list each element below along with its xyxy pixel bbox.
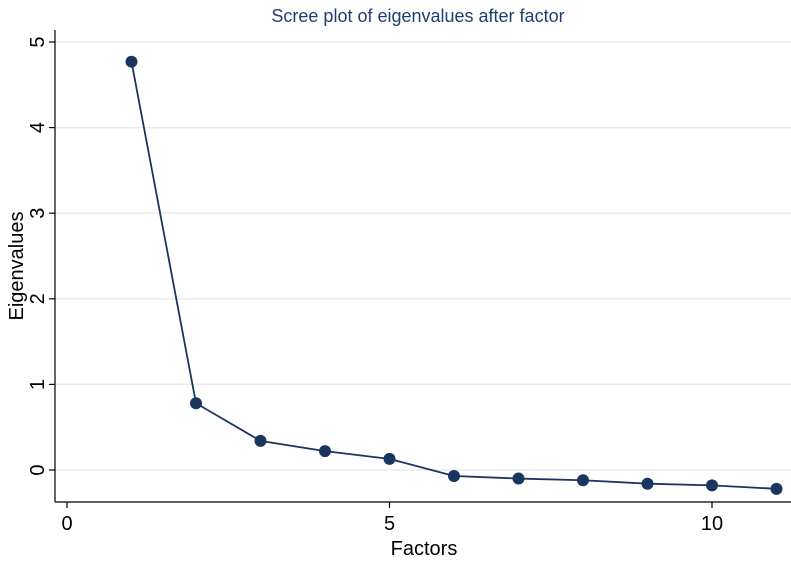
data-point [125,55,138,68]
y-tick-label: 0 [27,464,49,475]
y-tick-label: 3 [27,208,49,219]
y-tick-label: 4 [27,122,49,133]
data-point [319,445,331,458]
x-axis-label: Factors [391,538,458,560]
grid-lines [55,41,791,471]
y-tick-label: 1 [27,379,49,390]
data-point [641,477,654,490]
data-points [125,55,783,495]
chart-title: Scree plot of eigenvalues after factor [271,6,564,26]
x-tick-label: 0 [61,513,72,535]
data-point [512,472,525,485]
y-tick-label: 2 [27,293,49,304]
data-point [577,474,589,487]
y-axis-label: Eigenvalues [6,212,28,321]
data-point [190,397,202,410]
x-ticks: 0 5 10 [61,502,723,535]
x-tick-label: 5 [384,513,395,535]
axes [54,30,791,503]
data-point [254,434,267,447]
y-tick-label: 5 [27,36,49,47]
series-line [130,61,777,490]
x-tick-label: 10 [701,513,723,535]
data-point [706,479,718,492]
y-ticks: 0 1 2 3 4 5 [27,36,55,476]
data-point [770,482,783,495]
data-point [383,452,396,465]
data-point [448,469,460,482]
